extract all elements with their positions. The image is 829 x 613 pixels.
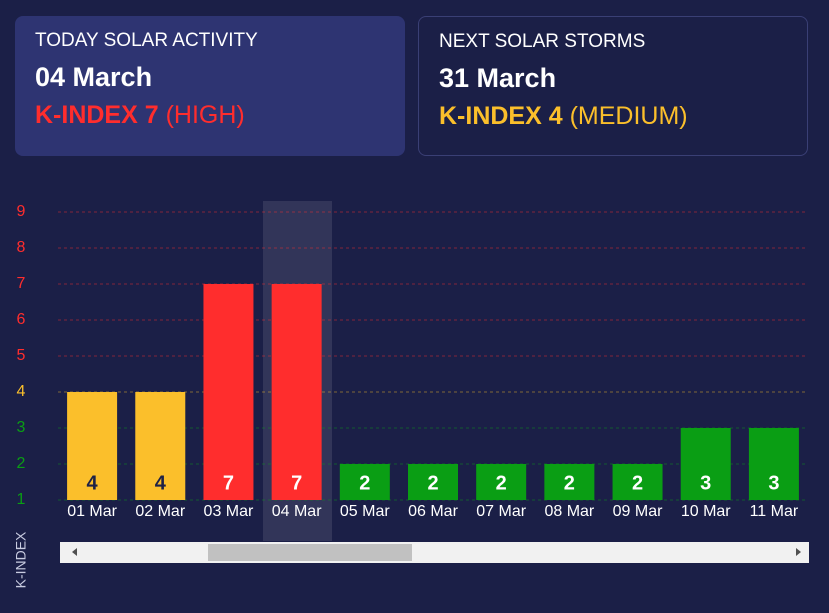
scrollbar[interactable] — [60, 542, 809, 563]
bar-value-label: 2 — [564, 472, 575, 494]
y-axis-title: K-INDEX — [13, 531, 29, 588]
card-date: 04 March — [35, 62, 153, 92]
scroll-right[interactable] — [796, 548, 801, 556]
y-tick-label: 7 — [17, 275, 26, 292]
bar-value-label: 2 — [427, 472, 438, 494]
bar — [476, 464, 527, 500]
next-card: NEXT SOLAR STORMS 31 March K-INDEX 4 (ME… — [418, 16, 808, 156]
scroll-track[interactable] — [60, 542, 809, 563]
x-tick-label: 03 Mar — [204, 503, 254, 520]
y-tick-label: 4 — [17, 383, 26, 400]
x-tick-label: 04 Mar — [272, 503, 322, 520]
bar — [612, 464, 663, 500]
y-tick-label: 8 — [17, 239, 26, 256]
bar-value-label: 2 — [359, 472, 370, 494]
card-date: 31 March — [439, 63, 557, 93]
bar-value-label: 4 — [87, 472, 99, 494]
y-tick-label: 2 — [17, 455, 26, 472]
card-title: NEXT SOLAR STORMS — [439, 31, 646, 52]
bar-value-label: 7 — [223, 472, 234, 494]
card-index: K-INDEX 7 (HIGH) — [35, 101, 385, 130]
bar — [135, 392, 186, 500]
y-tick-label: 9 — [17, 203, 26, 220]
k-level: (MEDIUM) — [569, 102, 688, 130]
x-tick-label: 08 Mar — [544, 503, 594, 520]
x-tick-label: 11 Mar — [750, 503, 799, 520]
scroll-left[interactable] — [72, 548, 77, 556]
bar-value-label: 2 — [632, 472, 643, 494]
card-title: TODAY SOLAR ACTIVITY — [35, 30, 258, 51]
bar — [408, 464, 458, 500]
x-tick-label: 10 Mar — [681, 503, 731, 520]
bar — [271, 284, 322, 500]
bar-value-label: 7 — [291, 472, 302, 494]
x-tick-label: 09 Mar — [613, 503, 663, 520]
bar — [748, 428, 799, 500]
k-index: K-INDEX 4 — [439, 102, 563, 130]
bar — [203, 284, 254, 500]
k-index: K-INDEX 7 — [35, 101, 159, 129]
y-tick-label: 1 — [17, 491, 26, 508]
bar-value-label: 3 — [768, 472, 779, 494]
x-tick-label: 02 Mar — [135, 503, 185, 520]
x-tick-label: 06 Mar — [408, 503, 458, 520]
y-tick-label: 6 — [17, 311, 26, 328]
x-tick-label: 07 Mar — [476, 503, 526, 520]
k-level: (HIGH) — [165, 101, 245, 129]
x-tick-label: 05 Mar — [340, 503, 390, 520]
bar-value-label: 3 — [700, 472, 711, 494]
bar — [339, 464, 390, 500]
bar — [67, 392, 118, 500]
scroll-thumb[interactable] — [208, 544, 412, 561]
x-tick-label: 01 Mar — [67, 503, 117, 520]
bar-value-label: 4 — [155, 472, 167, 494]
today-card: TODAY SOLAR ACTIVITY 04 March K-INDEX 7 … — [15, 16, 405, 156]
y-tick-label: 3 — [17, 419, 26, 436]
bar — [680, 428, 731, 500]
y-tick-label: 5 — [17, 347, 26, 364]
card-index: K-INDEX 4 (MEDIUM) — [439, 102, 787, 131]
bar — [544, 464, 595, 500]
bar-value-label: 2 — [496, 472, 507, 494]
